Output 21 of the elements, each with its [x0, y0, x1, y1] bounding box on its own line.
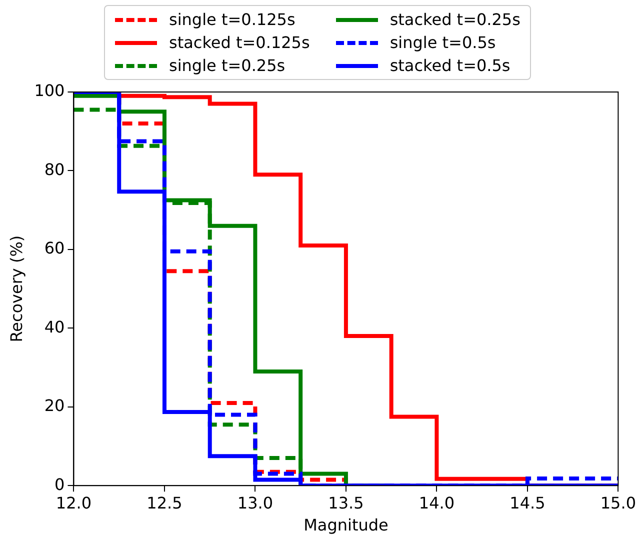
- x-tick-label: 15.0: [600, 493, 636, 512]
- legend-label: stacked t=0.25s: [390, 10, 520, 29]
- y-axis-title: Recovery (%): [6, 235, 26, 342]
- x-tick-label: 12.0: [56, 493, 92, 512]
- x-tick-label: 12.5: [146, 493, 182, 512]
- x-tick-label: 13.0: [237, 493, 274, 512]
- legend-label: single t=0.5s: [390, 33, 496, 52]
- legend-label: single t=0.125s: [169, 10, 296, 29]
- y-tick-label: 60: [44, 238, 65, 258]
- y-tick-label: 0: [54, 474, 65, 494]
- y-tick-label: 40: [44, 317, 65, 336]
- legend-label: stacked t=0.125s: [169, 33, 310, 52]
- y-tick-label: 100: [34, 81, 65, 100]
- x-tick-label: 14.0: [418, 493, 455, 512]
- y-tick-label: 80: [44, 160, 65, 179]
- x-tick-label: 14.5: [510, 493, 546, 512]
- y-tick-label: 20: [44, 396, 65, 416]
- legend-label: single t=0.25s: [169, 56, 286, 75]
- legend-label: stacked t=0.5s: [390, 56, 510, 75]
- x-axis-title: Magnitude: [304, 516, 388, 535]
- x-tick-label: 13.5: [328, 493, 364, 512]
